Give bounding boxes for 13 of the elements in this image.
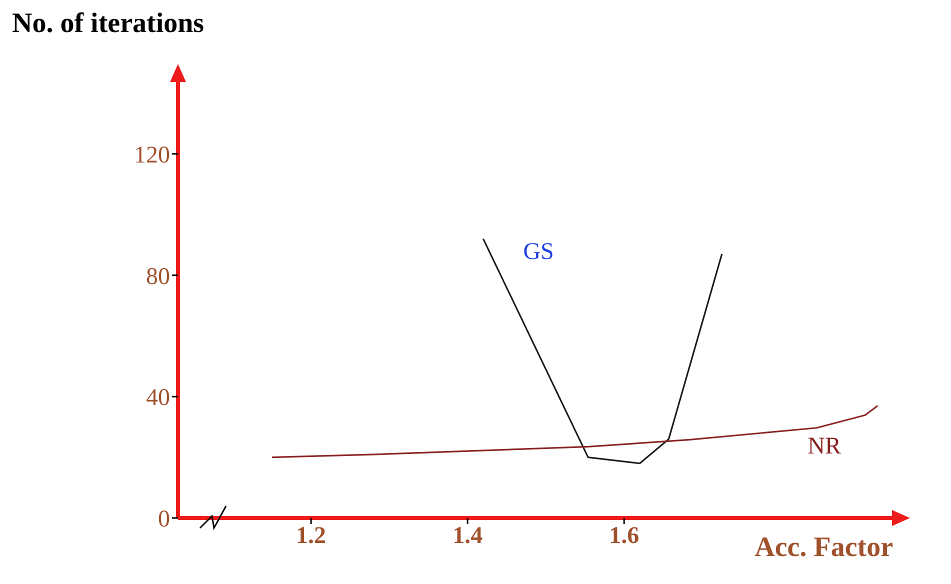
x-axis-title: Acc. Factor <box>754 532 893 563</box>
y-axis-title: No. of iterations <box>12 8 204 40</box>
series-label: GS <box>523 238 554 265</box>
y-tick-label: 80 <box>146 264 170 290</box>
x-tick-label: 1.6 <box>609 523 640 550</box>
y-tick-label: 0 <box>158 506 170 533</box>
x-tick-label: 1.2 <box>296 523 326 550</box>
y-tick-label: 120 <box>134 142 170 168</box>
x-tick-label: 1.4 <box>452 523 483 550</box>
y-tick-label: 40 <box>146 385 170 412</box>
line-series <box>271 404 878 458</box>
series-label: NR <box>808 434 841 460</box>
line-series <box>482 238 723 464</box>
